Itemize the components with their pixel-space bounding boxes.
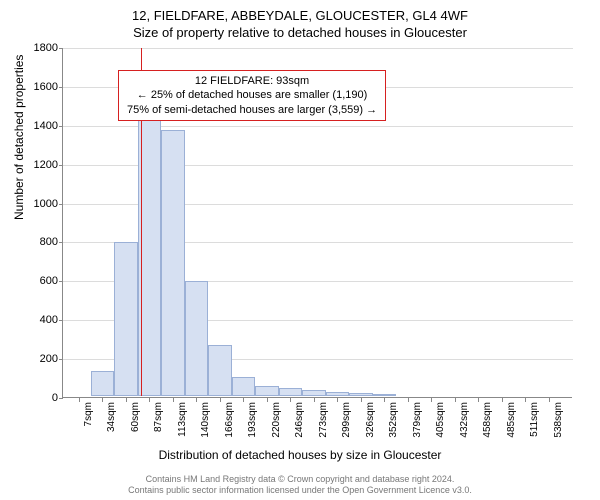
- xtick-mark: [525, 398, 526, 402]
- ytick-label: 400: [18, 314, 58, 326]
- xtick-label: 538sqm: [553, 402, 564, 438]
- xtick-label: 379sqm: [412, 402, 423, 438]
- histogram-bar: [232, 377, 256, 396]
- xtick-mark: [502, 398, 503, 402]
- chart-container: 12, FIELDFARE, ABBEYDALE, GLOUCESTER, GL…: [0, 0, 600, 500]
- xtick-mark: [126, 398, 127, 402]
- xtick-label: 326sqm: [365, 402, 376, 438]
- ytick-label: 1600: [18, 81, 58, 93]
- histogram-bar: [91, 371, 115, 396]
- histogram-bar: [279, 388, 303, 396]
- xtick-mark: [361, 398, 362, 402]
- xtick-label: 166sqm: [224, 402, 235, 438]
- xtick-mark: [79, 398, 80, 402]
- ytick-mark: [59, 320, 63, 321]
- ytick-mark: [59, 126, 63, 127]
- ytick-label: 1200: [18, 159, 58, 171]
- xtick-label: 220sqm: [271, 402, 282, 438]
- histogram-bar: [255, 386, 279, 396]
- plot-region: 0200400600800100012001400160018007sqm34s…: [62, 48, 572, 398]
- xtick-mark: [337, 398, 338, 402]
- ytick-mark: [59, 204, 63, 205]
- xtick-mark: [384, 398, 385, 402]
- annotation-box: 12 FIELDFARE: 93sqm← 25% of detached hou…: [118, 70, 386, 121]
- ytick-label: 800: [18, 236, 58, 248]
- xtick-label: 246sqm: [294, 402, 305, 438]
- footer-line-1: Contains HM Land Registry data © Crown c…: [0, 474, 600, 485]
- ytick-mark: [59, 359, 63, 360]
- x-axis-label: Distribution of detached houses by size …: [0, 448, 600, 462]
- ytick-label: 200: [18, 353, 58, 365]
- xtick-mark: [455, 398, 456, 402]
- histogram-bar: [161, 130, 185, 396]
- xtick-mark: [196, 398, 197, 402]
- y-axis-label: Number of detached properties: [12, 55, 26, 220]
- xtick-label: 193sqm: [247, 402, 258, 438]
- footer-attribution: Contains HM Land Registry data © Crown c…: [0, 474, 600, 497]
- xtick-label: 7sqm: [83, 402, 94, 426]
- histogram-bar: [373, 394, 397, 396]
- xtick-label: 113sqm: [177, 402, 188, 437]
- ytick-label: 1000: [18, 198, 58, 210]
- xtick-mark: [478, 398, 479, 402]
- gridline: [63, 48, 573, 49]
- ytick-mark: [59, 281, 63, 282]
- xtick-mark: [549, 398, 550, 402]
- histogram-bar: [302, 390, 326, 396]
- ytick-mark: [59, 87, 63, 88]
- ytick-label: 600: [18, 275, 58, 287]
- ytick-mark: [59, 242, 63, 243]
- xtick-mark: [243, 398, 244, 402]
- ytick-label: 1800: [18, 42, 58, 54]
- histogram-bar: [326, 392, 350, 396]
- footer-line-2: Contains public sector information licen…: [0, 485, 600, 496]
- xtick-label: 34sqm: [106, 402, 117, 432]
- title-subtitle: Size of property relative to detached ho…: [0, 23, 600, 40]
- xtick-label: 432sqm: [459, 402, 470, 438]
- ytick-mark: [59, 48, 63, 49]
- histogram-bar: [349, 393, 373, 396]
- annotation-line: ← 25% of detached houses are smaller (1,…: [127, 88, 377, 102]
- histogram-bar: [185, 281, 209, 396]
- xtick-mark: [290, 398, 291, 402]
- xtick-label: 273sqm: [318, 402, 329, 438]
- xtick-label: 352sqm: [388, 402, 399, 438]
- ytick-mark: [59, 398, 63, 399]
- chart-area: 0200400600800100012001400160018007sqm34s…: [62, 48, 572, 398]
- histogram-bar: [114, 242, 138, 396]
- xtick-mark: [102, 398, 103, 402]
- xtick-mark: [431, 398, 432, 402]
- xtick-label: 485sqm: [506, 402, 517, 438]
- ytick-mark: [59, 165, 63, 166]
- ytick-label: 0: [18, 392, 58, 404]
- xtick-label: 458sqm: [482, 402, 493, 438]
- xtick-label: 299sqm: [341, 402, 352, 438]
- xtick-label: 405sqm: [435, 402, 446, 438]
- annotation-line: 12 FIELDFARE: 93sqm: [127, 74, 377, 88]
- xtick-mark: [408, 398, 409, 402]
- xtick-mark: [220, 398, 221, 402]
- xtick-label: 140sqm: [200, 402, 211, 438]
- xtick-mark: [149, 398, 150, 402]
- title-address: 12, FIELDFARE, ABBEYDALE, GLOUCESTER, GL…: [0, 0, 600, 23]
- xtick-label: 60sqm: [130, 402, 141, 432]
- xtick-mark: [314, 398, 315, 402]
- annotation-line: 75% of semi-detached houses are larger (…: [127, 103, 377, 117]
- xtick-label: 87sqm: [153, 402, 164, 432]
- histogram-bar: [208, 345, 232, 396]
- xtick-mark: [267, 398, 268, 402]
- xtick-label: 511sqm: [529, 402, 540, 437]
- xtick-mark: [173, 398, 174, 402]
- ytick-label: 1400: [18, 120, 58, 132]
